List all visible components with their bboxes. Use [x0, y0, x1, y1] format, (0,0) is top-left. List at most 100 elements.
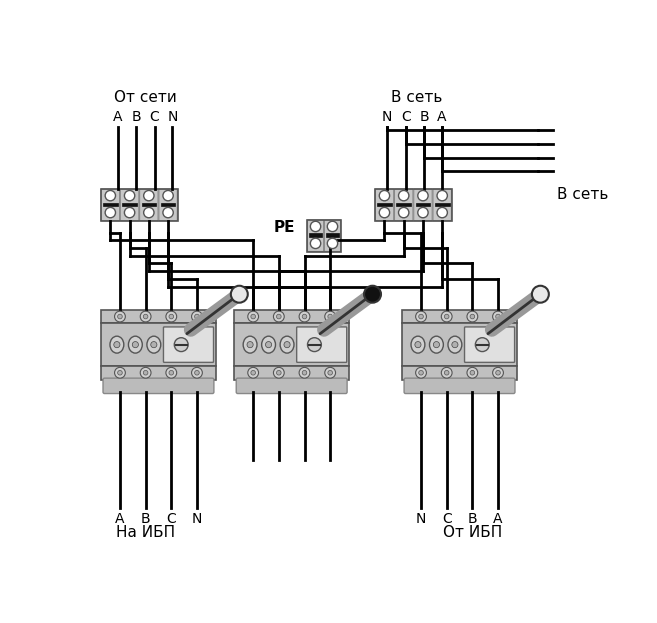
Circle shape [124, 207, 135, 218]
Text: N: N [167, 110, 177, 124]
Ellipse shape [243, 336, 257, 353]
Circle shape [299, 368, 310, 378]
Circle shape [174, 338, 188, 351]
Circle shape [124, 191, 135, 201]
Circle shape [434, 341, 440, 348]
Circle shape [144, 207, 154, 218]
Circle shape [416, 368, 426, 378]
Text: В сеть: В сеть [557, 187, 608, 202]
Circle shape [419, 314, 423, 319]
Circle shape [310, 238, 321, 249]
Circle shape [493, 368, 503, 378]
Circle shape [328, 314, 332, 319]
Circle shape [140, 311, 151, 322]
Circle shape [467, 368, 478, 378]
Bar [309, 234, 322, 237]
FancyBboxPatch shape [297, 327, 347, 363]
Circle shape [140, 368, 151, 378]
Circle shape [419, 371, 423, 375]
FancyBboxPatch shape [237, 378, 347, 394]
Circle shape [299, 311, 310, 322]
Circle shape [302, 371, 307, 375]
Circle shape [144, 191, 154, 201]
Bar [122, 202, 137, 206]
Circle shape [437, 207, 447, 218]
Ellipse shape [261, 336, 275, 353]
Circle shape [325, 368, 336, 378]
FancyBboxPatch shape [139, 189, 158, 221]
Circle shape [251, 371, 256, 375]
Bar [234, 323, 350, 366]
Circle shape [467, 311, 478, 322]
FancyBboxPatch shape [464, 327, 514, 363]
Circle shape [248, 368, 259, 378]
Circle shape [192, 368, 202, 378]
Circle shape [169, 371, 173, 375]
Circle shape [444, 314, 449, 319]
Circle shape [114, 368, 125, 378]
Circle shape [163, 191, 173, 201]
Circle shape [399, 207, 409, 218]
Circle shape [327, 221, 338, 232]
Text: N: N [416, 512, 426, 526]
Circle shape [265, 341, 271, 348]
Text: B: B [131, 110, 141, 124]
Circle shape [277, 371, 281, 375]
Circle shape [328, 371, 332, 375]
FancyBboxPatch shape [394, 189, 413, 221]
Circle shape [273, 368, 284, 378]
Circle shape [105, 207, 116, 218]
Bar [402, 323, 517, 366]
FancyBboxPatch shape [307, 220, 324, 252]
Text: B: B [468, 512, 477, 526]
Bar [416, 202, 430, 206]
Circle shape [114, 311, 125, 322]
Circle shape [418, 191, 428, 201]
Circle shape [476, 338, 489, 351]
Circle shape [496, 371, 501, 375]
Circle shape [169, 314, 173, 319]
Ellipse shape [128, 336, 143, 353]
Circle shape [437, 191, 447, 201]
FancyBboxPatch shape [103, 378, 214, 394]
Ellipse shape [448, 336, 462, 353]
Text: N: N [382, 110, 392, 124]
Circle shape [248, 311, 259, 322]
Circle shape [470, 314, 474, 319]
Text: A: A [113, 110, 122, 124]
Circle shape [364, 286, 381, 303]
Circle shape [444, 371, 449, 375]
FancyBboxPatch shape [164, 327, 214, 363]
Ellipse shape [430, 336, 443, 353]
Circle shape [302, 314, 307, 319]
Text: N: N [192, 512, 202, 526]
Bar [402, 366, 517, 379]
Text: A: A [437, 110, 447, 124]
Text: На ИБП: На ИБП [116, 525, 175, 540]
Ellipse shape [411, 336, 425, 353]
FancyBboxPatch shape [375, 189, 394, 221]
Bar [327, 234, 338, 237]
Circle shape [415, 341, 421, 348]
Circle shape [118, 371, 122, 375]
Text: В сеть: В сеть [391, 90, 442, 105]
Circle shape [452, 341, 458, 348]
Circle shape [163, 207, 173, 218]
Text: C: C [166, 512, 176, 526]
Circle shape [143, 314, 148, 319]
Circle shape [105, 191, 116, 201]
Circle shape [247, 341, 253, 348]
Text: От сети: От сети [114, 90, 177, 105]
FancyBboxPatch shape [414, 189, 432, 221]
Circle shape [143, 371, 148, 375]
Circle shape [251, 314, 256, 319]
Ellipse shape [280, 336, 294, 353]
Bar [402, 310, 517, 323]
Bar [234, 366, 350, 379]
Text: B: B [419, 110, 429, 124]
Text: C: C [150, 110, 160, 124]
Circle shape [418, 207, 428, 218]
FancyBboxPatch shape [159, 189, 177, 221]
Bar [377, 202, 392, 206]
Ellipse shape [110, 336, 124, 353]
